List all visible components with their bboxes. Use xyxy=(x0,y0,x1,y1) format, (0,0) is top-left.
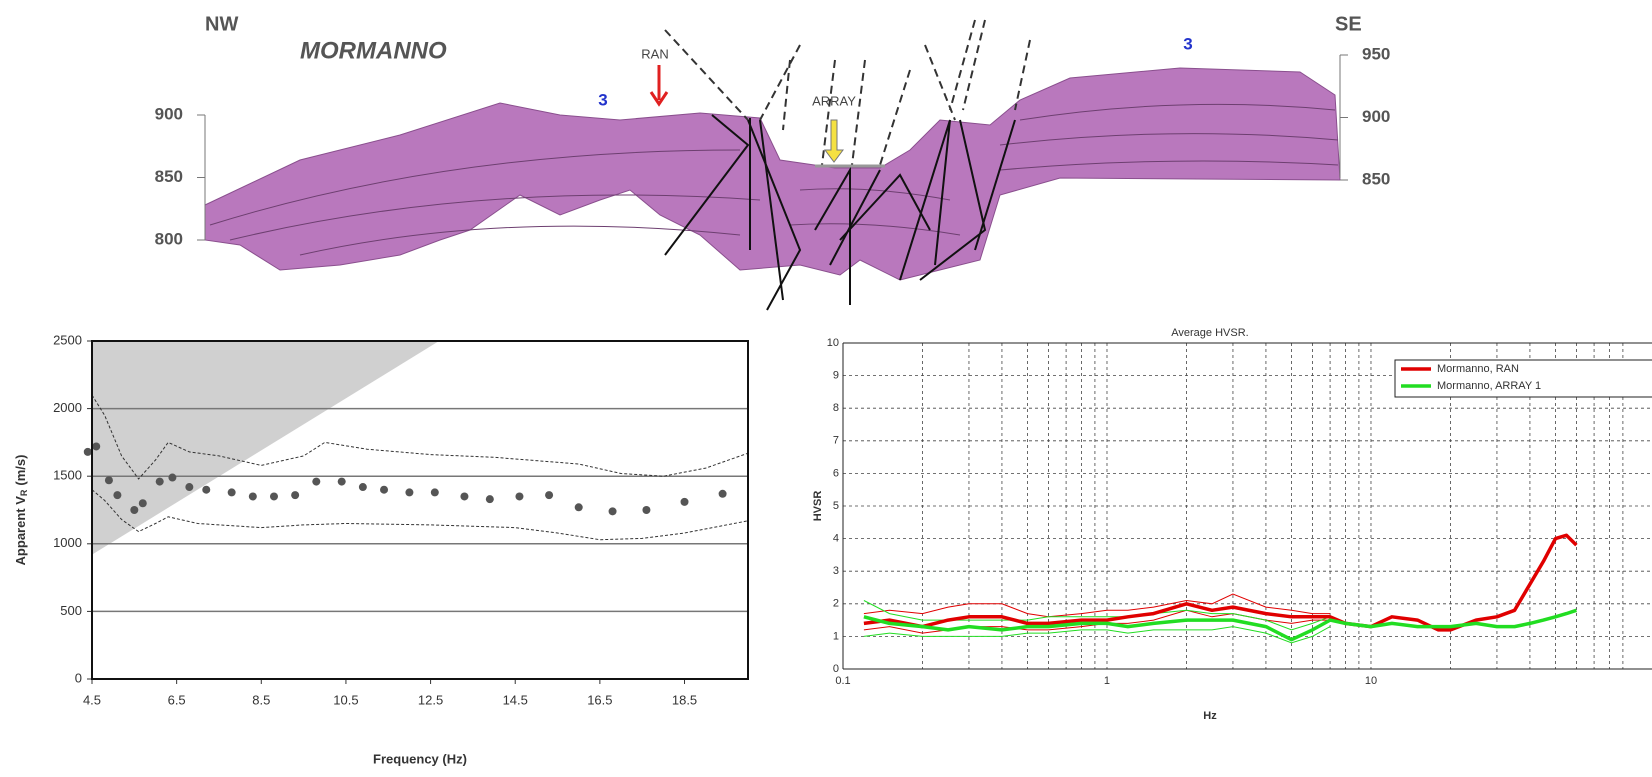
y-tick-label: 1 xyxy=(833,630,839,642)
data-point xyxy=(545,491,554,500)
y-tick-label: 500 xyxy=(60,603,82,618)
y-tick-label: 2000 xyxy=(53,400,82,415)
x-tick-label: 4.5 xyxy=(83,692,101,707)
y-axis-label-text: Apparent V xyxy=(13,496,28,566)
band-line xyxy=(863,593,1331,618)
x-axis-label: Hz xyxy=(1203,710,1217,722)
array-arrow xyxy=(824,119,844,163)
elevation-label: 850 xyxy=(1362,169,1390,188)
y-tick-label: 2 xyxy=(833,598,839,610)
resolution-limit xyxy=(92,341,440,555)
data-point xyxy=(312,477,321,486)
x-axis-label: Frequency (Hz) xyxy=(373,751,467,766)
y-tick-label: 8 xyxy=(833,402,839,414)
data-point xyxy=(430,488,439,497)
chart-title: Average HVSR. xyxy=(1171,327,1248,339)
band-line xyxy=(863,626,1331,644)
y-tick-label: 1000 xyxy=(53,535,82,550)
x-tick-label: 8.5 xyxy=(252,692,270,707)
bedding xyxy=(209,103,1339,256)
elevation-label: 950 xyxy=(1362,44,1390,63)
y-tick-label: 9 xyxy=(833,370,839,382)
x-tick-label: 10.5 xyxy=(333,692,358,707)
envelope-line xyxy=(91,489,749,541)
data-point xyxy=(202,485,211,494)
ran-arrow xyxy=(649,65,669,107)
x-tick-label: 6.5 xyxy=(168,692,186,707)
y-tick-label: 4 xyxy=(833,533,839,545)
rock-body xyxy=(204,67,1341,281)
x-tick-label: 12.5 xyxy=(418,692,443,707)
elevation-label: 900 xyxy=(155,104,183,123)
y-tick-label: 5 xyxy=(833,500,839,512)
section-title: MORMANNO xyxy=(300,37,447,64)
data-point xyxy=(291,491,300,500)
x-tick-label: 16.5 xyxy=(587,692,612,707)
data-point xyxy=(83,447,92,456)
y-tick-label: 0 xyxy=(75,670,82,685)
data-point xyxy=(608,507,617,516)
y-axis-label: HVSR xyxy=(812,491,824,522)
elevation-label: 800 xyxy=(155,229,183,248)
projected-faults xyxy=(664,19,1031,166)
data-point xyxy=(574,503,583,512)
data-point xyxy=(113,491,122,500)
data-point xyxy=(92,442,101,451)
data-point xyxy=(460,492,469,501)
y-tick-label: 7 xyxy=(833,435,839,447)
series-line xyxy=(863,533,1578,632)
y-tick-label: 10 xyxy=(827,337,839,349)
x-tick-label: 0.1 xyxy=(835,675,850,687)
plot-border xyxy=(91,340,749,680)
legend-box xyxy=(1394,359,1652,398)
left-end: NW xyxy=(205,13,238,35)
marker-label: ARRAY xyxy=(812,93,856,108)
unit-label: 3 xyxy=(1183,34,1192,53)
data-point xyxy=(248,492,257,501)
data-point xyxy=(337,477,346,486)
y-tick-label: 6 xyxy=(833,467,839,479)
data-point xyxy=(104,476,113,485)
data-point xyxy=(269,492,278,501)
data-point xyxy=(680,497,689,506)
faults xyxy=(664,114,1016,311)
right-end: SE xyxy=(1335,13,1362,35)
y-tick-label: 3 xyxy=(833,565,839,577)
y-tick-label: 1500 xyxy=(53,468,82,483)
legend-label: Mormanno, ARRAY 1 xyxy=(1437,380,1541,392)
y-tick-label: 2500 xyxy=(53,332,82,347)
data-point xyxy=(168,473,177,482)
data-point xyxy=(227,488,236,497)
cross-section: NW SE MORMANNO RAN ARRAY 3 3 xyxy=(204,13,1362,311)
data-point xyxy=(515,492,524,501)
hvsr-chart: Average HVSR. 0 1 2 3 4 5 6 7 8 9 10 0.1 1 10 Mormanno,… xyxy=(812,327,1652,722)
data-point xyxy=(155,477,164,486)
data-point xyxy=(130,506,139,514)
data-point xyxy=(185,483,194,492)
y-tick-label: 0 xyxy=(833,663,839,675)
scatter-chart: 0 500 1000 1500 2000 2500 4.5 6.5 8.5 10.5 12.5 14.… xyxy=(13,332,749,766)
data-point xyxy=(485,495,494,504)
legend-label: Mormanno, RAN xyxy=(1437,363,1519,375)
data-point xyxy=(380,485,389,494)
data-point xyxy=(138,499,147,508)
envelope-line xyxy=(91,394,749,480)
elevation-label: 900 xyxy=(1362,107,1390,126)
x-tick-label: 1 xyxy=(1104,675,1110,687)
y-axis-label-unit: (m/s) xyxy=(13,455,28,486)
data-point xyxy=(642,506,651,514)
y-axis-label-subscript: R xyxy=(19,489,29,496)
series-line xyxy=(863,608,1577,642)
marker-label: RAN xyxy=(641,46,668,61)
x-tick-label: 14.5 xyxy=(503,692,528,707)
x-tick-label: 18.5 xyxy=(672,692,697,707)
y-axis-label: Apparent VR (m/s) xyxy=(13,455,29,566)
data-point xyxy=(358,483,367,492)
data-point xyxy=(718,489,727,498)
unit-label: 3 xyxy=(598,90,607,109)
x-tick-label: 10 xyxy=(1365,675,1377,687)
data-point xyxy=(405,488,414,497)
elevation-label: 850 xyxy=(155,167,183,186)
